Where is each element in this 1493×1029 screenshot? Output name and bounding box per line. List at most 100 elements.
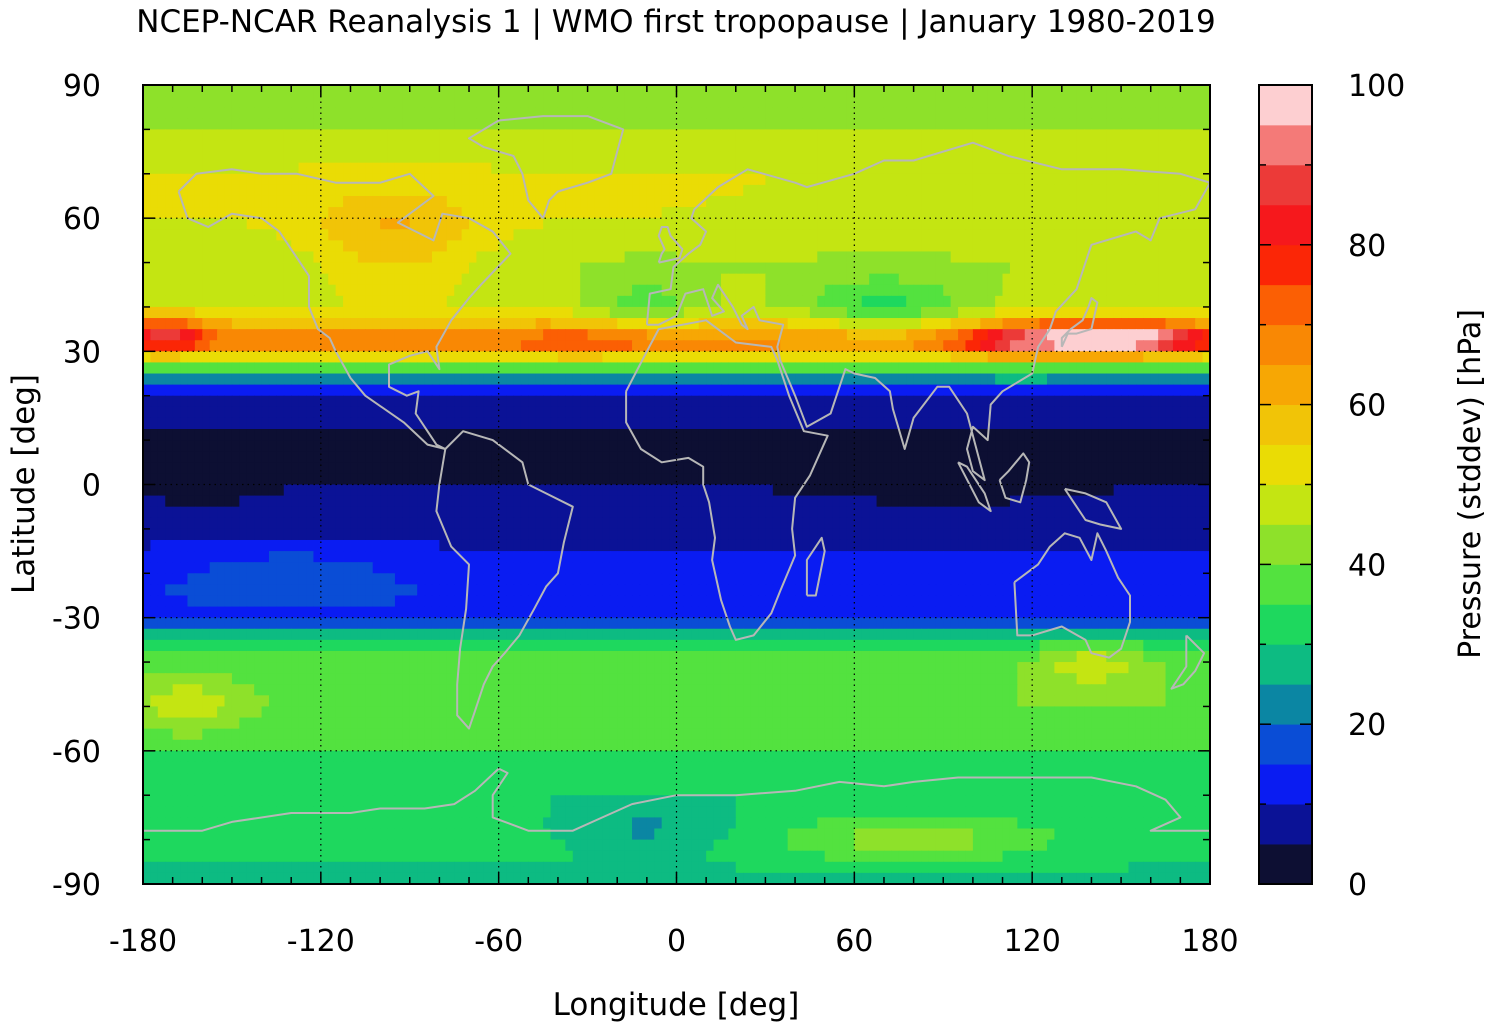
heatmap-cell <box>787 195 796 208</box>
heatmap-cell <box>157 85 166 97</box>
heatmap-cell <box>513 195 522 208</box>
heatmap-cell <box>698 107 707 119</box>
heatmap-cell <box>1158 440 1167 452</box>
heatmap-cell <box>1076 440 1085 452</box>
heatmap-cell <box>817 229 826 241</box>
heatmap-cell <box>594 306 603 319</box>
heatmap-cell <box>713 251 722 264</box>
heatmap-cell <box>1024 318 1033 330</box>
heatmap-cell <box>572 329 581 341</box>
heatmap-cell <box>350 318 359 330</box>
heatmap-cell <box>1054 284 1063 297</box>
heatmap-cell <box>691 417 700 430</box>
heatmap-cell <box>224 118 233 130</box>
heatmap-cell <box>239 273 248 286</box>
heatmap-cell <box>143 395 152 408</box>
heatmap-cell <box>639 451 648 463</box>
heatmap-cell <box>1106 262 1115 275</box>
heatmap-cell <box>328 140 337 153</box>
heatmap-cell <box>306 451 315 463</box>
heatmap-cell <box>995 373 1004 386</box>
heatmap-cell <box>676 373 685 386</box>
heatmap-cell <box>1113 273 1122 286</box>
heatmap-cell <box>172 118 181 130</box>
heatmap-cell <box>1135 429 1144 441</box>
heatmap-cell <box>906 373 915 386</box>
heatmap-cell <box>809 173 818 186</box>
heatmap-cell <box>469 162 478 175</box>
heatmap-cell <box>698 240 707 253</box>
heatmap-cell <box>950 229 959 241</box>
heatmap-cell <box>469 173 478 186</box>
heatmap-cell <box>231 395 240 408</box>
heatmap-cell <box>876 251 885 264</box>
heatmap-cell <box>520 384 529 397</box>
heatmap-cell <box>209 251 218 264</box>
heatmap-cell <box>891 451 900 463</box>
heatmap-cell <box>1046 184 1055 197</box>
heatmap-cell <box>735 429 744 441</box>
heatmap-cell <box>987 184 996 197</box>
heatmap-cell <box>698 362 707 375</box>
heatmap-cell <box>1054 184 1063 197</box>
heatmap-cell <box>943 451 952 463</box>
heatmap-cell <box>706 218 715 230</box>
heatmap-cell <box>1046 151 1055 164</box>
heatmap-cell <box>735 151 744 164</box>
heatmap-cell <box>1135 162 1144 175</box>
heatmap-cell <box>572 151 581 164</box>
heatmap-cell <box>669 195 678 208</box>
heatmap-cell <box>283 306 292 319</box>
heatmap-cell <box>1002 107 1011 119</box>
heatmap-cell <box>898 340 907 352</box>
heatmap-cell <box>513 129 522 142</box>
heatmap-cell <box>357 362 366 375</box>
heatmap-cell <box>246 262 255 275</box>
heatmap-cell <box>254 351 263 364</box>
heatmap-cell <box>669 151 678 164</box>
heatmap-cell <box>683 262 692 275</box>
heatmap-cell <box>1024 118 1033 130</box>
heatmap-cell <box>787 207 796 219</box>
heatmap-cell <box>1180 340 1189 352</box>
heatmap-cell <box>661 162 670 175</box>
heatmap-cell <box>409 240 418 253</box>
heatmap-cell <box>1076 306 1085 319</box>
heatmap-cell <box>1172 195 1181 208</box>
heatmap-cell <box>713 440 722 452</box>
heatmap-cell <box>439 440 448 452</box>
heatmap-cell <box>283 107 292 119</box>
heatmap-cell <box>350 173 359 186</box>
heatmap-cell <box>787 151 796 164</box>
heatmap-cell <box>261 429 270 441</box>
heatmap-cell <box>846 351 855 364</box>
heatmap-cell <box>995 329 1004 341</box>
heatmap-cell <box>202 207 211 219</box>
heatmap-cell <box>1002 218 1011 230</box>
heatmap-cell <box>987 251 996 264</box>
heatmap-cell <box>958 85 967 97</box>
heatmap-cell <box>1046 273 1055 286</box>
heatmap-cell <box>846 195 855 208</box>
heatmap-cell <box>417 218 426 230</box>
heatmap-cell <box>1195 107 1204 119</box>
heatmap-cell <box>365 395 374 408</box>
heatmap-cell <box>1113 184 1122 197</box>
heatmap-cell <box>950 173 959 186</box>
heatmap-cell <box>898 373 907 386</box>
heatmap-cell <box>446 340 455 352</box>
heatmap-cell <box>980 373 989 386</box>
heatmap-cell <box>150 184 159 197</box>
heatmap-cell <box>291 240 300 253</box>
heatmap-cell <box>1046 262 1055 275</box>
heatmap-cell <box>594 318 603 330</box>
heatmap-cell <box>869 118 878 130</box>
heatmap-cell <box>1135 118 1144 130</box>
heatmap-cell <box>231 295 240 308</box>
heatmap-cell <box>809 207 818 219</box>
heatmap-cell <box>1150 340 1159 352</box>
heatmap-cell <box>328 85 337 97</box>
heatmap-cell <box>254 340 263 352</box>
heatmap-cell <box>165 306 174 319</box>
heatmap-cell <box>654 140 663 153</box>
